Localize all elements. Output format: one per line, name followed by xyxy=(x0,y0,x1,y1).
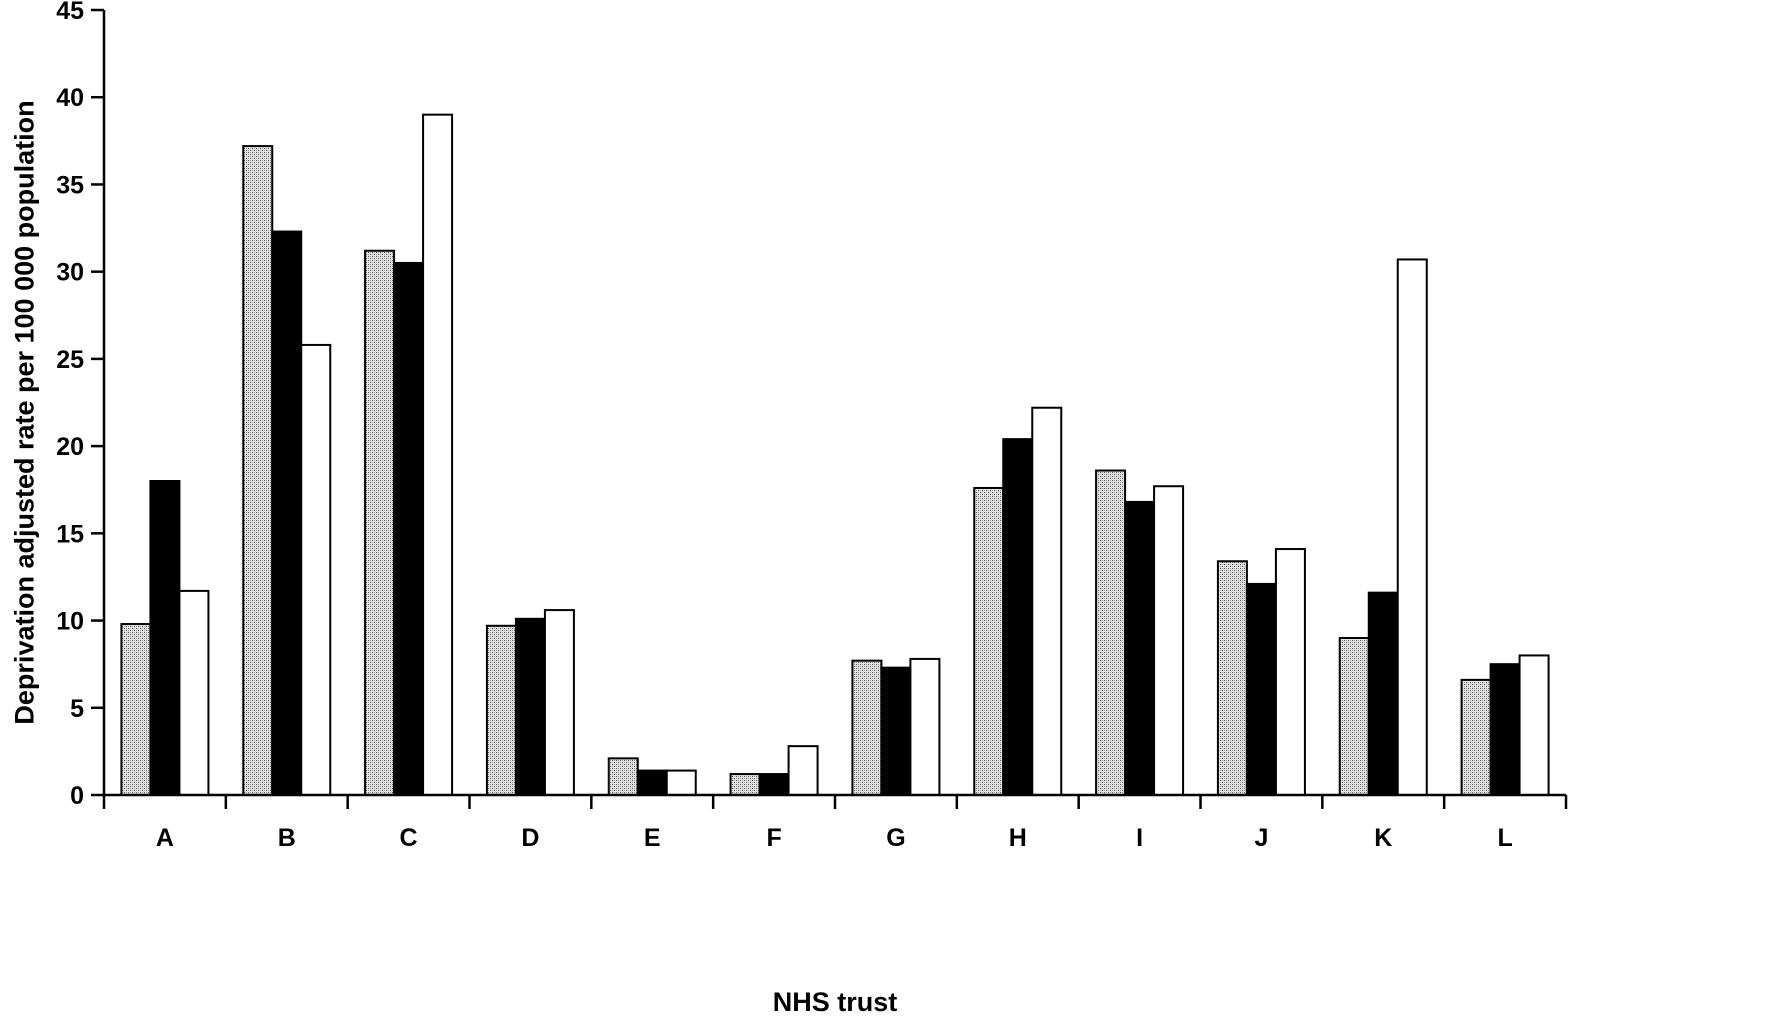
y-tick-label-40: 40 xyxy=(56,84,84,112)
bar-h-series-3 xyxy=(1031,406,1063,796)
bar-b-series-1 xyxy=(242,145,274,797)
bar-c-series-2 xyxy=(393,261,425,796)
bar-d-series-2 xyxy=(514,617,546,796)
bar-h-series-2 xyxy=(1002,438,1034,796)
x-tick-label-k: K xyxy=(1374,824,1392,852)
bar-g-series-3 xyxy=(909,657,941,797)
bar-g-series-2 xyxy=(880,666,912,797)
y-axis-title: Deprivation adjusted rate per 100 000 po… xyxy=(9,100,39,724)
bar-c-series-3 xyxy=(422,113,454,796)
x-tick-label-h: H xyxy=(1009,824,1027,852)
y-tick-label-35: 35 xyxy=(56,171,84,199)
bar-i-series-2 xyxy=(1124,500,1156,796)
x-axis-title: NHS trust xyxy=(773,987,898,1017)
bar-e-series-3 xyxy=(665,769,697,796)
axes-layer xyxy=(91,8,1568,809)
bar-e-series-2 xyxy=(636,769,668,796)
bar-e-series-1 xyxy=(607,757,639,796)
bar-a-series-2 xyxy=(149,480,181,796)
bar-c-series-1 xyxy=(364,249,396,796)
bar-l-series-3 xyxy=(1518,654,1550,797)
bar-l-series-2 xyxy=(1489,663,1521,797)
x-tick-label-e: E xyxy=(644,824,661,852)
y-tick-label-10: 10 xyxy=(56,608,84,636)
bar-j-series-1 xyxy=(1216,560,1248,796)
bar-i-series-1 xyxy=(1095,469,1127,796)
x-tick-label-d: D xyxy=(521,824,539,852)
labels-layer: 0 5 10 15 20 25 30 35 40 45 A B C D E F G H I J K L NHS trust D… xyxy=(9,0,1512,1017)
x-tick-label-j: J xyxy=(1254,824,1268,852)
bar-k-series-2 xyxy=(1367,591,1399,797)
bar-g-series-1 xyxy=(851,659,883,797)
bar-a-series-1 xyxy=(120,623,152,796)
y-tick-label-0: 0 xyxy=(70,782,84,810)
x-tick-label-f: F xyxy=(766,824,781,852)
x-tick-label-a: A xyxy=(156,824,174,852)
y-tick-label-20: 20 xyxy=(56,433,84,461)
bar-b-series-3 xyxy=(300,343,332,796)
y-tick-label-5: 5 xyxy=(70,695,84,723)
x-tick-label-c: C xyxy=(400,824,418,852)
bar-d-series-3 xyxy=(543,609,575,796)
x-tick-label-i: I xyxy=(1136,824,1143,852)
bar-k-series-1 xyxy=(1338,637,1370,796)
bar-f-series-2 xyxy=(758,773,790,796)
bar-l-series-1 xyxy=(1460,678,1492,796)
bar-i-series-3 xyxy=(1153,485,1185,796)
bar-d-series-1 xyxy=(485,624,517,796)
bar-f-series-3 xyxy=(787,745,819,797)
y-tick-label-30: 30 xyxy=(56,259,84,287)
y-tick-label-25: 25 xyxy=(56,346,84,374)
bar-j-series-3 xyxy=(1274,548,1306,796)
y-tick-label-15: 15 xyxy=(56,520,84,548)
x-tick-label-b: B xyxy=(278,824,296,852)
bar-f-series-1 xyxy=(729,773,761,796)
bars-layer xyxy=(120,113,1550,797)
y-tick-label-45: 45 xyxy=(56,0,84,25)
bar-k-series-3 xyxy=(1396,258,1428,796)
bar-h-series-1 xyxy=(973,486,1005,796)
x-tick-label-l: L xyxy=(1497,824,1512,852)
bar-b-series-2 xyxy=(271,230,303,797)
bar-a-series-3 xyxy=(178,589,210,797)
bar-j-series-2 xyxy=(1245,582,1277,797)
x-tick-label-g: G xyxy=(886,824,905,852)
